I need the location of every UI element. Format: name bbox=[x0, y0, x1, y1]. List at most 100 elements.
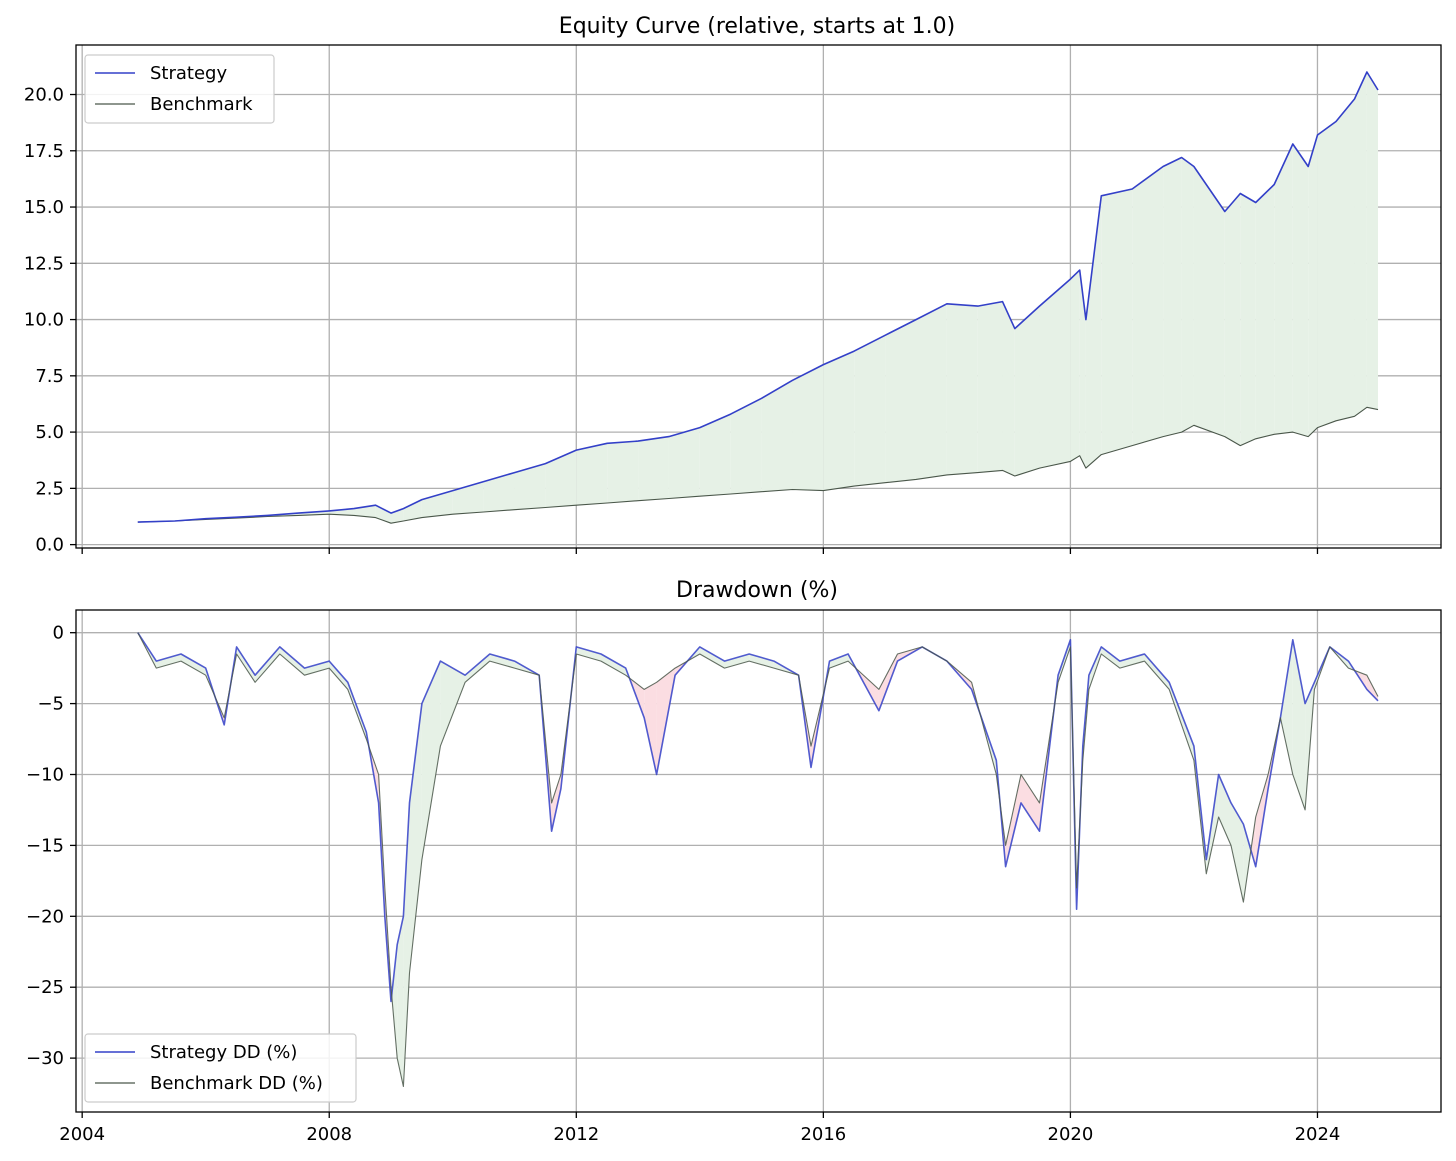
y-tick-label: 5.0 bbox=[35, 422, 64, 443]
y-tick-label: 15.0 bbox=[24, 197, 64, 218]
outperformance-fill bbox=[1119, 653, 1145, 669]
outperformance-fill bbox=[1336, 99, 1355, 421]
outperformance-fill bbox=[1240, 193, 1256, 446]
legend-label-benchmark: Benchmark bbox=[150, 94, 253, 115]
benchmark-line bbox=[137, 406, 1379, 524]
outperformance-fill bbox=[1144, 653, 1170, 690]
y-tick-label: 12.5 bbox=[24, 253, 64, 274]
outperformance-fill bbox=[1181, 157, 1194, 433]
plot-frame bbox=[75, 44, 1442, 549]
x-tick-label: 2004 bbox=[59, 1124, 105, 1145]
y-tick-label: −25 bbox=[26, 977, 64, 998]
outperformance-fill bbox=[916, 303, 947, 480]
outperformance-fill bbox=[1163, 157, 1182, 437]
legend-label-strategy-dd: Strategy DD (%) bbox=[150, 1042, 297, 1063]
outperformance-fill bbox=[255, 646, 280, 683]
outperformance-fill bbox=[792, 364, 824, 491]
outperformance-fill bbox=[1193, 166, 1225, 437]
x-tick-label: 2020 bbox=[1048, 1124, 1094, 1145]
outperformance-fill bbox=[545, 450, 577, 508]
outperformance-fill bbox=[391, 944, 398, 1059]
outperformance-fill bbox=[1280, 639, 1293, 775]
x-tick-label: 2012 bbox=[553, 1124, 599, 1145]
outperformance-fill bbox=[1014, 306, 1040, 476]
outperformance-fill bbox=[1231, 802, 1244, 903]
outperformance-fill bbox=[576, 443, 608, 506]
drawdown-chart: Drawdown (%) 2004 2008 2012 2016 2020 2024 0 −5… bbox=[26, 578, 1442, 1145]
outperformance-fill bbox=[668, 427, 700, 499]
outperformance-fill bbox=[724, 653, 750, 669]
chart-title: Drawdown (%) bbox=[676, 578, 838, 603]
outperformance-fill bbox=[514, 463, 546, 510]
y-tick-label: 0.0 bbox=[35, 535, 64, 556]
outperformance-fill bbox=[409, 703, 422, 974]
outperformance-fill bbox=[1255, 184, 1275, 439]
y-tick-label: 20.0 bbox=[24, 85, 64, 106]
outperformance-fill bbox=[156, 653, 181, 669]
outperformance-fill bbox=[181, 653, 206, 676]
legend-label-strategy: Strategy bbox=[150, 63, 227, 84]
outperformance-fill bbox=[1218, 774, 1231, 846]
outperformance-fill bbox=[279, 646, 305, 676]
outperformance-fill bbox=[601, 653, 626, 676]
outperformance-fill bbox=[329, 661, 348, 690]
y-tick-label: 2.5 bbox=[35, 478, 64, 499]
legend: Strategy DD (%) Benchmark DD (%) bbox=[84, 1033, 357, 1103]
underperformance-fill bbox=[1021, 774, 1040, 832]
y-tick-label: −5 bbox=[37, 694, 64, 715]
y-tick-label: 0 bbox=[53, 623, 64, 644]
outperformance-fill bbox=[699, 414, 731, 497]
outperformance-fill bbox=[1354, 72, 1367, 417]
outperformance-fill bbox=[1317, 121, 1336, 428]
outperformance-fill bbox=[829, 653, 849, 669]
outperformance-fill bbox=[1292, 144, 1309, 437]
outperformance-fill bbox=[483, 472, 515, 512]
outperformance-fill bbox=[403, 499, 422, 521]
outperformance-fill bbox=[823, 351, 855, 491]
outperformance-fill bbox=[489, 653, 515, 669]
outperformance-fill bbox=[1085, 195, 1102, 469]
chart-title: Equity Curve (relative, starts at 1.0) bbox=[559, 14, 955, 39]
outperformance-fill bbox=[1002, 301, 1015, 476]
outperformance-fill bbox=[1169, 682, 1194, 761]
outperformance-fill bbox=[1308, 135, 1318, 437]
y-tick-label: 7.5 bbox=[35, 366, 64, 387]
strategy-line bbox=[137, 632, 1379, 1003]
outperformance-fill bbox=[1224, 193, 1241, 446]
legend-label-benchmark-dd: Benchmark DD (%) bbox=[150, 1073, 323, 1094]
outperformance-fill bbox=[638, 436, 669, 501]
y-tick-label: −30 bbox=[26, 1048, 64, 1069]
plot-frame bbox=[75, 609, 1442, 1113]
outperformance-fill bbox=[465, 653, 490, 683]
outperformance-fill bbox=[1292, 639, 1306, 810]
outperformance-fill bbox=[1039, 279, 1071, 469]
outperformance-fill bbox=[403, 802, 410, 1087]
outperformance-fill bbox=[1070, 270, 1080, 462]
y-tick-label: −15 bbox=[26, 835, 64, 856]
y-tick-label: −10 bbox=[26, 764, 64, 785]
legend-box bbox=[84, 1033, 357, 1103]
outperformance-fill bbox=[730, 398, 762, 494]
outperformance-fill bbox=[977, 301, 1003, 473]
outperformance-fill bbox=[1088, 646, 1102, 690]
outperformance-fill bbox=[1101, 189, 1133, 455]
strategy-line bbox=[137, 71, 1379, 523]
outperformance-fill bbox=[1366, 72, 1378, 410]
benchmark-line bbox=[137, 632, 1379, 1088]
outperformance-fill bbox=[1079, 270, 1086, 469]
outperformance-fill bbox=[1132, 166, 1164, 446]
y-tick-label: 17.5 bbox=[24, 141, 64, 162]
outperformance-fill bbox=[440, 661, 466, 747]
outperformance-fill bbox=[1274, 144, 1293, 435]
outperformance-fill bbox=[329, 508, 354, 516]
outperformance-fill bbox=[452, 481, 484, 515]
outperformance-fill bbox=[761, 380, 793, 492]
outperformance-fill bbox=[749, 653, 774, 669]
outperformance-fill bbox=[854, 335, 886, 487]
outperformance-fill bbox=[885, 319, 916, 483]
x-tick-label: 2016 bbox=[800, 1124, 846, 1145]
x-tick-label: 2024 bbox=[1295, 1124, 1341, 1145]
outperformance-fill bbox=[304, 661, 330, 676]
outperformance-fill bbox=[946, 303, 978, 475]
